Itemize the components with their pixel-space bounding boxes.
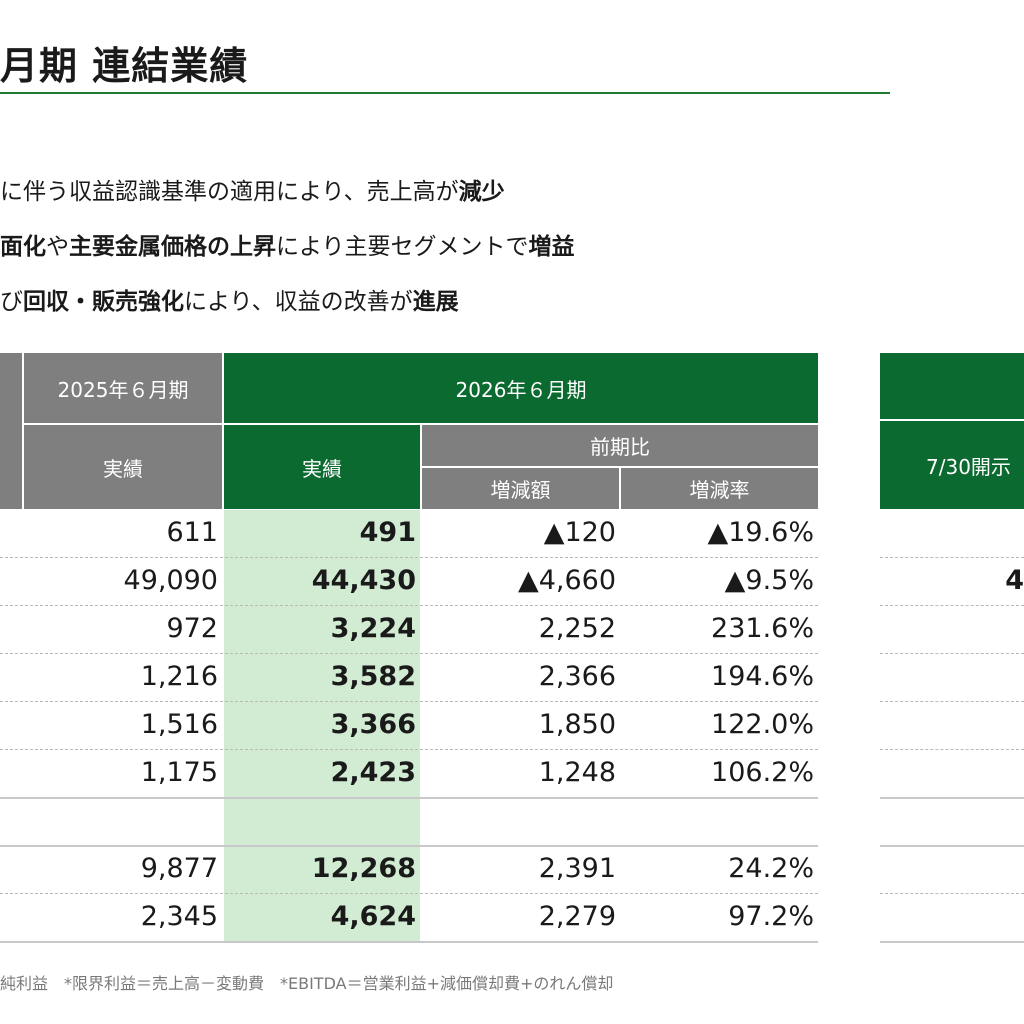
right-table-header xyxy=(880,353,1024,419)
row-separator xyxy=(0,701,818,702)
title-underline xyxy=(0,92,890,94)
bullet-emphasis: 面化 xyxy=(0,234,46,260)
right-row-separator xyxy=(880,653,1024,654)
header-change-rate: 増減率 xyxy=(621,468,818,509)
row-separator xyxy=(0,653,818,654)
table-cell-diff: ▲120 xyxy=(543,517,616,548)
table-cell-prev: 972 xyxy=(166,613,218,644)
right-row-separator xyxy=(880,557,1024,558)
table-cell-curr: 4,624 xyxy=(330,901,416,932)
bullet-text: により主要セグメントで xyxy=(276,234,529,260)
bullet-text: や xyxy=(46,234,69,260)
header-fy2025-actual: 実績 xyxy=(24,425,222,509)
table-cell-prev: 611 xyxy=(166,517,218,548)
table-cell-prev: 1,216 xyxy=(140,661,218,692)
table-cell-curr: 3,224 xyxy=(330,613,416,644)
current-year-highlight xyxy=(224,510,420,942)
bullet-emphasis: 進展 xyxy=(412,289,459,315)
table-cell-prev: 49,090 xyxy=(123,565,218,596)
summary-bullet: に伴う収益認識基準の適用により、売上高が減少 xyxy=(0,175,505,209)
table-cell-diff: 2,252 xyxy=(538,613,616,644)
right-table-value: 4 xyxy=(1005,565,1024,596)
table-cell-prev: 9,877 xyxy=(140,853,218,884)
row-separator xyxy=(0,605,818,606)
right-row-separator xyxy=(880,605,1024,606)
table-cell-rate: 97.2% xyxy=(728,901,814,932)
table-cell-rate: ▲9.5% xyxy=(724,565,814,596)
table-cell-diff: 2,366 xyxy=(538,661,616,692)
section-separator xyxy=(0,845,818,847)
right-section-separator xyxy=(880,941,1024,943)
table-cell-rate: 231.6% xyxy=(711,613,814,644)
table-cell-curr: 3,366 xyxy=(330,709,416,740)
row-separator xyxy=(0,893,818,894)
table-cell-diff: 2,391 xyxy=(538,853,616,884)
bullet-emphasis: 増益 xyxy=(528,234,575,260)
table-cell-rate: 24.2% xyxy=(728,853,814,884)
table-cell-diff: 1,850 xyxy=(538,709,616,740)
bullet-text: に伴う収益認識基準の適用により、売上高が xyxy=(0,179,459,205)
page-title: 月期 連結業績 xyxy=(0,44,249,88)
bullet-emphasis: 回収・販売強化 xyxy=(23,289,184,315)
table-cell-curr: 491 xyxy=(359,517,416,548)
header-fy2026-actual: 実績 xyxy=(224,425,420,509)
row-separator xyxy=(0,557,818,558)
table-cell-curr: 2,423 xyxy=(330,757,416,788)
bullet-emphasis: 主要金属価格の上昇 xyxy=(69,234,276,260)
table-cell-prev: 2,345 xyxy=(140,901,218,932)
bullet-emphasis: 減少 xyxy=(458,179,505,205)
row-label-header xyxy=(0,353,22,509)
table-cell-curr: 44,430 xyxy=(311,565,416,596)
table-cell-curr: 3,582 xyxy=(330,661,416,692)
bullet-text: び xyxy=(0,289,23,315)
row-separator xyxy=(0,749,818,750)
table-cell-rate: 122.0% xyxy=(711,709,814,740)
table-cell-diff: ▲4,660 xyxy=(517,565,616,596)
right-row-separator xyxy=(880,701,1024,702)
right-table-subheader-label: 7/30開示 xyxy=(926,454,1011,479)
summary-bullet: び回収・販売強化により、収益の改善が進展 xyxy=(0,285,459,319)
right-section-separator xyxy=(880,797,1024,799)
section-separator xyxy=(0,797,818,799)
right-section-separator xyxy=(880,845,1024,847)
header-fy2026: 2026年６月期 xyxy=(224,353,818,423)
header-fy2025: 2025年６月期 xyxy=(24,353,222,423)
footnote: 純利益 *限界利益＝売上高－変動費 *EBITDA＝営業利益+減価償却費+のれん… xyxy=(0,974,614,993)
table-cell-diff: 1,248 xyxy=(538,757,616,788)
table-cell-rate: ▲19.6% xyxy=(707,517,814,548)
table-cell-rate: 106.2% xyxy=(711,757,814,788)
right-row-separator xyxy=(880,893,1024,894)
table-cell-prev: 1,175 xyxy=(140,757,218,788)
header-change-amount: 増減額 xyxy=(422,468,619,509)
table-cell-prev: 1,516 xyxy=(140,709,218,740)
right-row-separator xyxy=(880,749,1024,750)
bullet-text: により、収益の改善が xyxy=(184,289,413,315)
table-cell-diff: 2,279 xyxy=(538,901,616,932)
header-yoy: 前期比 xyxy=(422,425,818,466)
section-separator xyxy=(0,941,818,943)
right-table-subheader: 7/30開示 xyxy=(880,421,1024,509)
table-cell-curr: 12,268 xyxy=(311,853,416,884)
summary-bullet: 面化や主要金属価格の上昇により主要セグメントで増益 xyxy=(0,230,575,264)
table-cell-rate: 194.6% xyxy=(711,661,814,692)
